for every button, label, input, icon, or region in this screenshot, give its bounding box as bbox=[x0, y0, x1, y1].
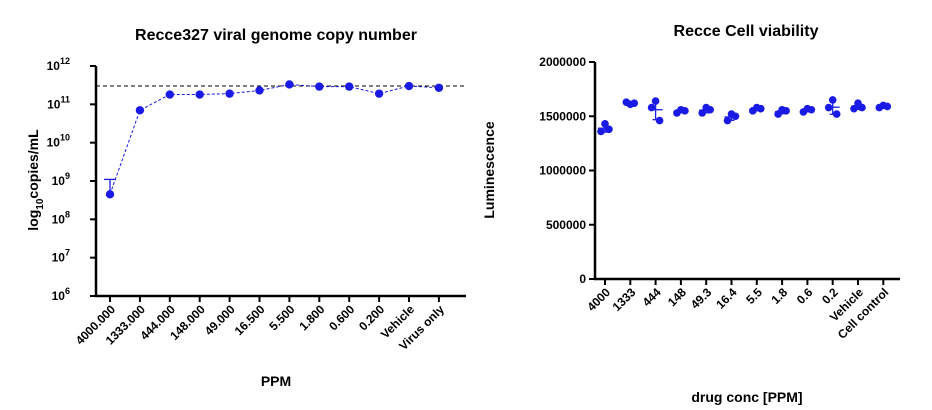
chart1-point bbox=[255, 86, 264, 95]
chart1-x-tick-label: 1.800 bbox=[296, 302, 327, 333]
chart2-y-tick-label: 0 bbox=[579, 272, 586, 286]
chart2-point bbox=[681, 107, 689, 115]
chart2-x-tick-label: 0.6 bbox=[794, 285, 816, 307]
chart2-point bbox=[824, 103, 833, 112]
chart1-y-label: log10copies/mL bbox=[25, 129, 46, 231]
chart2-y-tick-label: 1500000 bbox=[539, 109, 586, 123]
chart2-x-tick-label: 49.3 bbox=[688, 285, 715, 312]
chart1-y-tick-label: 107 bbox=[52, 248, 70, 265]
chart1-y-tick-label: 109 bbox=[52, 171, 70, 188]
chart1-y-tick-label: 1011 bbox=[47, 94, 70, 111]
chart2-point bbox=[850, 104, 858, 113]
chart2-point bbox=[731, 112, 740, 121]
chart2-point bbox=[622, 98, 631, 106]
chart1-point bbox=[404, 81, 414, 91]
chart2-mean-sd-bars bbox=[598, 99, 891, 133]
chart1-points bbox=[105, 80, 444, 199]
chart2-point bbox=[655, 116, 664, 125]
chart1-y-tick-label: 108 bbox=[52, 209, 70, 226]
chart1-point bbox=[285, 80, 294, 89]
chart2-point bbox=[630, 99, 639, 108]
chart1-point bbox=[135, 106, 145, 115]
chart1-x-tick-label: 0.600 bbox=[326, 302, 357, 333]
chart2-points bbox=[597, 96, 892, 136]
chart2-point bbox=[698, 109, 706, 117]
chart2-point bbox=[883, 102, 892, 111]
chart2-point bbox=[673, 109, 681, 117]
chart2-point bbox=[799, 108, 808, 116]
chart2-x-tick-label: 1.8 bbox=[769, 285, 791, 307]
chart2-x-label: drug conc [PPM] bbox=[691, 389, 802, 405]
chart2-y-tick-label: 1000000 bbox=[539, 164, 586, 178]
chart2-point bbox=[647, 103, 656, 112]
chart1-x-tick-label: 16.500 bbox=[232, 302, 268, 338]
chart2-y-ticks: 0 500000 1000000 1500000 2000000 bbox=[539, 55, 595, 286]
chart-viral-genome: Recce327 viral genome copy number 106 107… bbox=[25, 27, 466, 389]
chart2-point bbox=[749, 107, 757, 115]
chart2-title: Recce Cell viability bbox=[674, 23, 819, 40]
chart2-point bbox=[858, 103, 866, 112]
chart1-axes bbox=[94, 66, 466, 298]
chart1-x-tick-label: 5.500 bbox=[266, 302, 297, 333]
chart2-point bbox=[651, 97, 660, 105]
chart2-point bbox=[807, 105, 816, 114]
chart2-point bbox=[757, 104, 765, 113]
chart2-y-tick-label: 500000 bbox=[546, 218, 586, 232]
chart1-series-line bbox=[109, 83, 439, 195]
chart2-point bbox=[597, 127, 605, 136]
chart1-x-tick-label: 49.000 bbox=[202, 302, 238, 338]
chart1-point bbox=[315, 82, 324, 91]
chart1-y-tick-label: 1010 bbox=[47, 133, 70, 150]
chart1-x-ticks: 4000.0001333.000444.000148.00049.00016.5… bbox=[73, 296, 447, 353]
chart1-point bbox=[105, 190, 115, 199]
chart-cell-viability: Recce Cell viability 0 500000 1000000 15000… bbox=[481, 23, 900, 405]
chart2-x-tick-label: 16.4 bbox=[713, 285, 740, 312]
chart2-x-tick-label: 1333 bbox=[610, 285, 639, 314]
chart2-point bbox=[605, 125, 613, 134]
chart2-y-label: Luminescence bbox=[481, 121, 497, 218]
chart2-x-tick-label: 148 bbox=[665, 285, 689, 309]
chart1-point bbox=[434, 83, 444, 92]
chart2-point bbox=[774, 110, 782, 118]
chart1-x-label: PPM bbox=[261, 373, 291, 389]
chart2-axes bbox=[593, 62, 900, 281]
chart1-point bbox=[195, 90, 204, 99]
chart2-point bbox=[828, 96, 837, 104]
chart1-point bbox=[225, 89, 234, 98]
chart2-point bbox=[875, 103, 884, 112]
chart2-point bbox=[601, 120, 609, 128]
chart2-y-tick-label: 2000000 bbox=[539, 55, 586, 69]
chart2-point bbox=[723, 116, 732, 125]
chart1-y-tick-label: 106 bbox=[52, 286, 70, 303]
chart2-point bbox=[782, 107, 790, 115]
chart1-title: Recce327 viral genome copy number bbox=[135, 27, 417, 44]
chart1-y-tick-label: 1012 bbox=[47, 56, 70, 73]
chart1-y-ticks: 106 107 108 109 1010 1011 1012 bbox=[47, 56, 96, 303]
chart2-x-tick-label: 444 bbox=[640, 285, 664, 309]
chart2-x-tick-label: 5.5 bbox=[743, 285, 765, 307]
chart1-point bbox=[374, 89, 384, 98]
chart1-point bbox=[165, 90, 174, 99]
chart1-point bbox=[345, 82, 354, 91]
chart2-point bbox=[832, 110, 841, 118]
chart2-point bbox=[706, 105, 714, 114]
chart2-x-tick-label: 4000 bbox=[584, 285, 613, 314]
